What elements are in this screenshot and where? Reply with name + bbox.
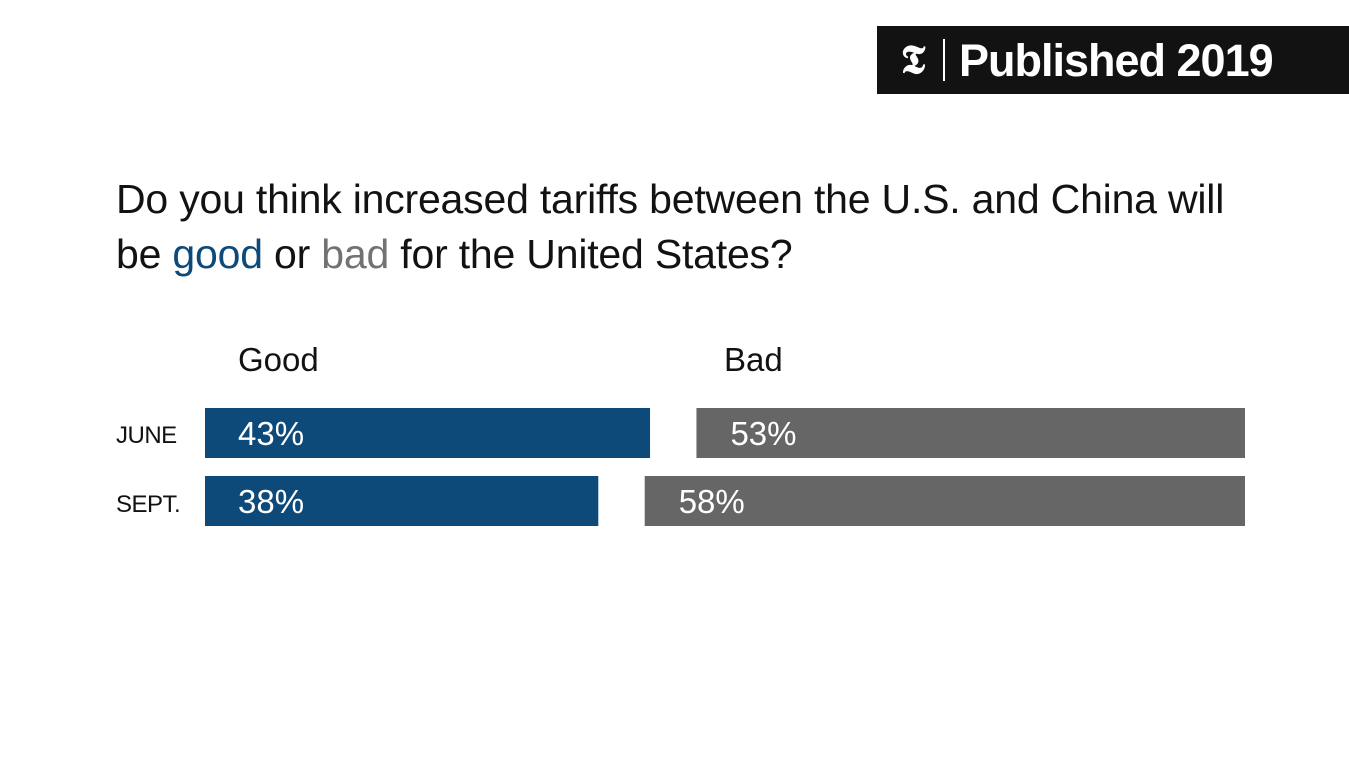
bar-good-sept xyxy=(205,476,599,526)
title-part-2: for the United States? xyxy=(389,231,793,277)
bar-label-bad-sept: 58% xyxy=(679,483,745,520)
published-badge: 𝕿 Published 2019 xyxy=(877,26,1349,94)
row-label-june: JUNE xyxy=(116,422,177,449)
nyt-logo-icon: 𝕿 xyxy=(900,36,926,83)
badge-divider xyxy=(943,39,945,81)
column-header-good: Good xyxy=(238,341,319,378)
bar-bad-sept xyxy=(644,476,1245,526)
bar-label-good-sept: 38% xyxy=(238,483,304,520)
published-label: Published 2019 xyxy=(959,34,1274,86)
bar-label-good-june: 43% xyxy=(238,415,304,452)
bar-good-june xyxy=(205,408,651,458)
column-header-bad: Bad xyxy=(724,341,783,378)
title-middle: or xyxy=(262,231,322,277)
title-bad-word: bad xyxy=(321,231,390,277)
bar-label-bad-june: 53% xyxy=(730,415,796,452)
chart-title: Do you think increased tariffs between t… xyxy=(116,172,1246,282)
bar-bad-june xyxy=(696,408,1245,458)
title-good-word: good xyxy=(172,231,263,277)
row-label-sept: SEPT. xyxy=(116,491,181,518)
title-part-1: Do you think increased tariffs between t… xyxy=(116,176,1225,277)
